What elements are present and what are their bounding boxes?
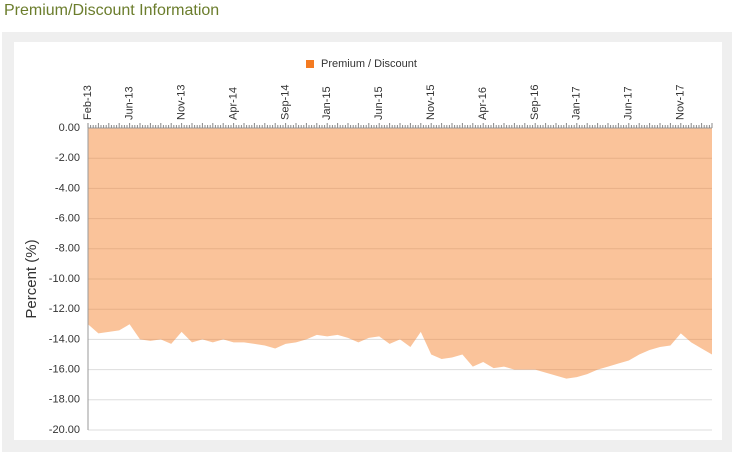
area [88, 128, 712, 379]
x-tick-label: Feb-13 [82, 85, 94, 120]
x-tick-label: Nov-15 [425, 85, 437, 120]
y-tick-label: -2.00 [55, 152, 80, 164]
legend-marker [306, 60, 314, 68]
x-tick-label: Nov-13 [176, 85, 188, 120]
y-tick-label: -16.00 [49, 364, 80, 376]
y-tick-label: -20.00 [49, 424, 80, 436]
x-tick-label: Jan-17 [571, 86, 583, 120]
x-tick-label: Sep-16 [529, 85, 541, 120]
y-tick-label: -12.00 [49, 303, 80, 315]
x-tick-label: Sep-14 [280, 85, 292, 120]
x-tick-label: Jun-17 [623, 86, 635, 120]
legend-label: Premium / Discount [321, 58, 417, 70]
x-tick-label: Apr-14 [228, 87, 240, 120]
y-tick-label: -8.00 [55, 243, 80, 255]
y-tick-label: -6.00 [55, 213, 80, 225]
y-tick-label: -14.00 [49, 333, 80, 345]
x-tick-label: Apr-16 [477, 87, 489, 120]
page-title: Premium/Discount Information [4, 2, 220, 19]
x-tick-label: Jan-15 [321, 86, 333, 120]
y-tick-label: -18.00 [49, 394, 80, 406]
y-tick-label: -4.00 [55, 182, 80, 194]
y-tick-label: 0.00 [59, 122, 80, 134]
x-tick-label: Nov-17 [675, 85, 687, 120]
x-tick-label: Jun-13 [124, 86, 136, 120]
x-tick-label: Jun-15 [373, 86, 385, 120]
chart-background [14, 42, 722, 440]
y-tick-label: -10.00 [49, 273, 80, 285]
y-axis-title: Percent (%) [23, 239, 40, 318]
